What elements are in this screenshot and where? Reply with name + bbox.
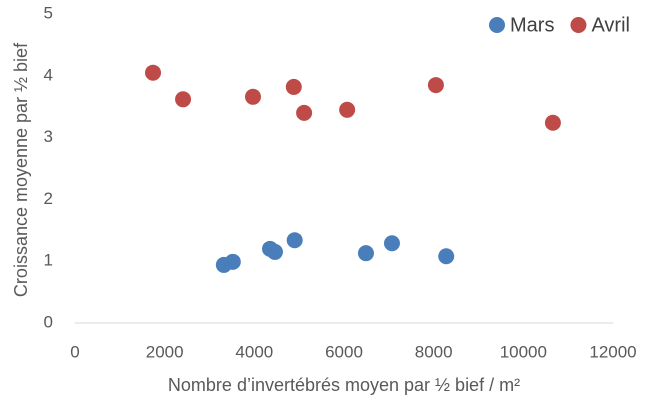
x-tick-label: 2000 xyxy=(146,342,184,361)
legend-marker xyxy=(489,17,505,33)
point xyxy=(296,104,313,121)
x-tick-label: 0 xyxy=(70,342,79,361)
x-axis-title: Nombre d’invertébrés moyen par ½ bief / … xyxy=(168,375,520,395)
point xyxy=(224,253,241,270)
point xyxy=(357,245,374,262)
point xyxy=(383,235,400,252)
point xyxy=(285,78,302,95)
point xyxy=(544,114,561,131)
x-tick-label: 6000 xyxy=(325,342,363,361)
legend-marker xyxy=(570,17,587,33)
y-tick-label: 0 xyxy=(44,312,53,331)
point xyxy=(145,64,162,81)
point xyxy=(286,232,303,249)
point xyxy=(266,243,283,260)
legend-text: Mars xyxy=(510,14,554,36)
x-tick-label: 10000 xyxy=(500,342,547,361)
y-tick-label: 3 xyxy=(44,127,53,146)
x-tick-label: 8000 xyxy=(415,342,453,361)
point xyxy=(175,91,192,108)
x-tick-label: 4000 xyxy=(235,342,273,361)
point xyxy=(244,88,261,105)
y-axis-title: Croissance moyenne par ½ bief xyxy=(11,42,31,297)
point xyxy=(438,248,455,265)
y-tick-label: 1 xyxy=(44,251,53,270)
point xyxy=(339,101,356,118)
y-tick-label: 5 xyxy=(44,3,53,22)
y-tick-label: 2 xyxy=(44,189,53,208)
legend-text: Avril xyxy=(591,14,630,36)
point xyxy=(427,77,444,94)
x-tick-label: 12000 xyxy=(589,342,636,361)
y-tick-label: 4 xyxy=(44,65,53,84)
